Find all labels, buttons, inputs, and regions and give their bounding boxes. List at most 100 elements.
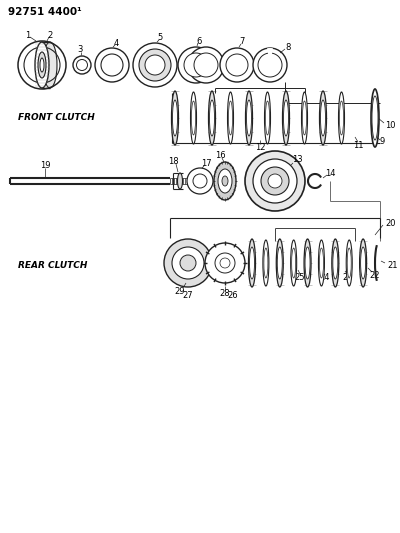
- Ellipse shape: [346, 240, 352, 286]
- Text: 20: 20: [385, 219, 396, 228]
- Ellipse shape: [38, 52, 46, 78]
- Text: 3: 3: [77, 45, 83, 54]
- Ellipse shape: [333, 247, 338, 279]
- Ellipse shape: [302, 92, 308, 144]
- Ellipse shape: [304, 239, 311, 287]
- Ellipse shape: [43, 42, 57, 88]
- Text: 18: 18: [168, 157, 178, 166]
- Ellipse shape: [320, 100, 326, 136]
- Circle shape: [193, 174, 207, 188]
- Ellipse shape: [228, 101, 232, 135]
- Circle shape: [184, 53, 208, 77]
- Ellipse shape: [340, 101, 344, 135]
- Circle shape: [205, 243, 245, 283]
- Circle shape: [178, 47, 214, 83]
- Text: 5: 5: [157, 34, 163, 43]
- Text: 6: 6: [196, 36, 202, 45]
- Circle shape: [261, 167, 289, 195]
- Ellipse shape: [208, 91, 216, 145]
- Circle shape: [145, 55, 165, 75]
- Ellipse shape: [263, 240, 269, 286]
- Ellipse shape: [192, 101, 196, 135]
- Text: 21: 21: [387, 261, 398, 270]
- Ellipse shape: [190, 92, 196, 144]
- Circle shape: [215, 253, 235, 273]
- Text: 92751 4400¹: 92751 4400¹: [8, 7, 82, 17]
- Circle shape: [95, 48, 129, 82]
- Ellipse shape: [361, 247, 366, 279]
- Ellipse shape: [284, 100, 288, 136]
- Text: 16: 16: [215, 150, 225, 159]
- Text: 23: 23: [343, 273, 353, 282]
- Ellipse shape: [338, 92, 344, 144]
- Ellipse shape: [318, 240, 324, 286]
- Text: 22: 22: [370, 271, 380, 279]
- Text: 11: 11: [353, 141, 363, 149]
- Ellipse shape: [282, 91, 290, 145]
- Text: 8: 8: [285, 43, 291, 52]
- Circle shape: [268, 174, 282, 188]
- Text: 17: 17: [201, 158, 211, 167]
- Ellipse shape: [292, 248, 296, 278]
- Text: 19: 19: [40, 160, 50, 169]
- Ellipse shape: [222, 176, 228, 186]
- Circle shape: [76, 60, 88, 70]
- Circle shape: [226, 54, 248, 76]
- Circle shape: [253, 48, 287, 82]
- Ellipse shape: [246, 100, 252, 136]
- Ellipse shape: [246, 91, 252, 145]
- Circle shape: [253, 159, 297, 203]
- Ellipse shape: [172, 100, 178, 136]
- Text: 12: 12: [255, 142, 265, 151]
- Circle shape: [101, 54, 123, 76]
- Ellipse shape: [266, 101, 270, 135]
- Ellipse shape: [347, 248, 351, 278]
- Circle shape: [220, 258, 230, 268]
- Wedge shape: [267, 48, 273, 65]
- Ellipse shape: [360, 239, 367, 287]
- Ellipse shape: [371, 89, 379, 147]
- Text: 24: 24: [320, 273, 330, 282]
- Circle shape: [187, 168, 213, 194]
- Circle shape: [220, 48, 254, 82]
- Text: 13: 13: [292, 155, 302, 164]
- Ellipse shape: [264, 92, 270, 144]
- Circle shape: [164, 239, 212, 287]
- Circle shape: [194, 53, 218, 77]
- Ellipse shape: [320, 91, 326, 145]
- Ellipse shape: [228, 92, 234, 144]
- Text: 27: 27: [183, 290, 193, 300]
- Ellipse shape: [305, 247, 310, 279]
- Text: 9: 9: [380, 136, 385, 146]
- Ellipse shape: [218, 169, 232, 193]
- Ellipse shape: [172, 91, 178, 145]
- Text: 4: 4: [113, 38, 119, 47]
- Ellipse shape: [276, 239, 283, 287]
- Ellipse shape: [264, 248, 268, 278]
- Ellipse shape: [210, 100, 214, 136]
- Circle shape: [180, 255, 196, 271]
- Circle shape: [139, 49, 171, 81]
- Circle shape: [188, 47, 224, 83]
- Text: 2: 2: [47, 30, 53, 39]
- Circle shape: [258, 53, 282, 77]
- Text: 7: 7: [239, 37, 245, 46]
- Ellipse shape: [248, 239, 256, 287]
- Ellipse shape: [35, 42, 49, 88]
- Ellipse shape: [178, 173, 182, 189]
- Text: REAR CLUTCH: REAR CLUTCH: [18, 261, 87, 270]
- Ellipse shape: [291, 240, 297, 286]
- Ellipse shape: [277, 247, 282, 279]
- Ellipse shape: [302, 101, 306, 135]
- Ellipse shape: [372, 96, 378, 140]
- Ellipse shape: [40, 58, 44, 72]
- Ellipse shape: [250, 247, 254, 279]
- Circle shape: [172, 247, 204, 279]
- Ellipse shape: [320, 248, 324, 278]
- Text: 10: 10: [385, 120, 396, 130]
- Text: 29: 29: [175, 287, 185, 295]
- Text: 14: 14: [325, 168, 335, 177]
- Text: 1: 1: [25, 30, 31, 39]
- Text: 26: 26: [228, 290, 238, 300]
- Ellipse shape: [332, 239, 339, 287]
